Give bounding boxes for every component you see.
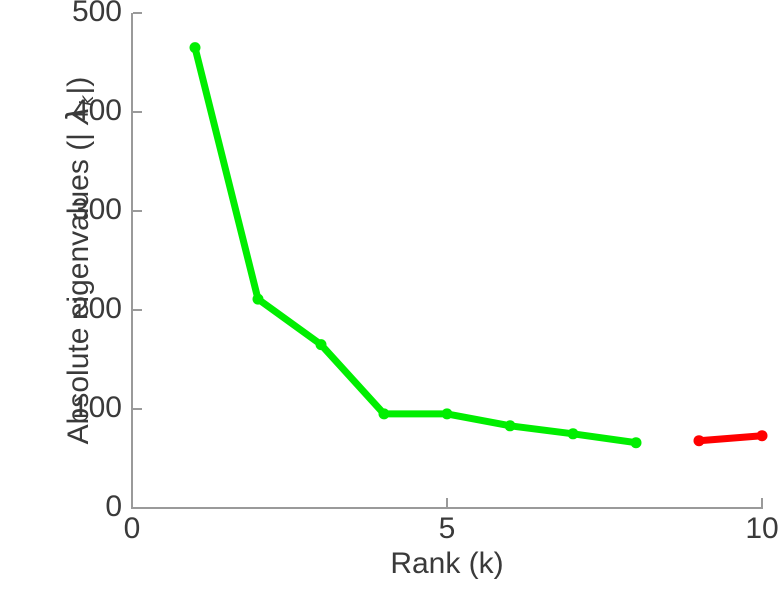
data-point-marker	[315, 339, 327, 351]
y-axis-tick-label: 400	[71, 94, 122, 127]
data-point-marker	[378, 408, 390, 420]
y-axis-tick	[133, 408, 142, 410]
x-axis-tick-label: 10	[745, 512, 779, 545]
x-axis-line	[132, 507, 763, 509]
y-axis-line	[131, 13, 133, 509]
data-point-marker	[567, 428, 579, 440]
y-axis-tick-label: 500	[71, 0, 122, 28]
data-point-marker	[441, 408, 453, 420]
x-axis-tick-label: 5	[438, 512, 456, 545]
series-line	[191, 44, 640, 447]
x-axis-title: Rank (k)	[390, 547, 504, 580]
y-axis-tick-label: 200	[71, 292, 122, 325]
y-axis-tick	[133, 12, 142, 14]
y-axis-tick-label: 0	[105, 490, 122, 523]
y-axis-tick	[133, 210, 142, 212]
x-axis-tick	[761, 498, 763, 508]
data-point-marker	[756, 430, 768, 442]
y-axis-title: Absolute eigenvalues (|λk|)	[54, 0, 108, 520]
y-axis-tick	[133, 309, 142, 311]
data-point-marker	[252, 293, 264, 305]
y-axis-tick	[133, 507, 142, 509]
data-point-marker	[630, 437, 642, 449]
series-line	[695, 432, 766, 445]
x-axis-tick	[446, 498, 448, 508]
y-axis-tick	[133, 111, 142, 113]
x-axis-tick-label: 0	[123, 512, 141, 545]
data-point-marker	[693, 435, 705, 447]
y-axis-title-suffix: |)	[62, 76, 96, 95]
y-axis-tick-label: 300	[71, 193, 122, 226]
data-point-marker	[504, 420, 516, 432]
y-axis-tick-label: 100	[71, 391, 122, 424]
data-point-marker	[189, 42, 201, 54]
